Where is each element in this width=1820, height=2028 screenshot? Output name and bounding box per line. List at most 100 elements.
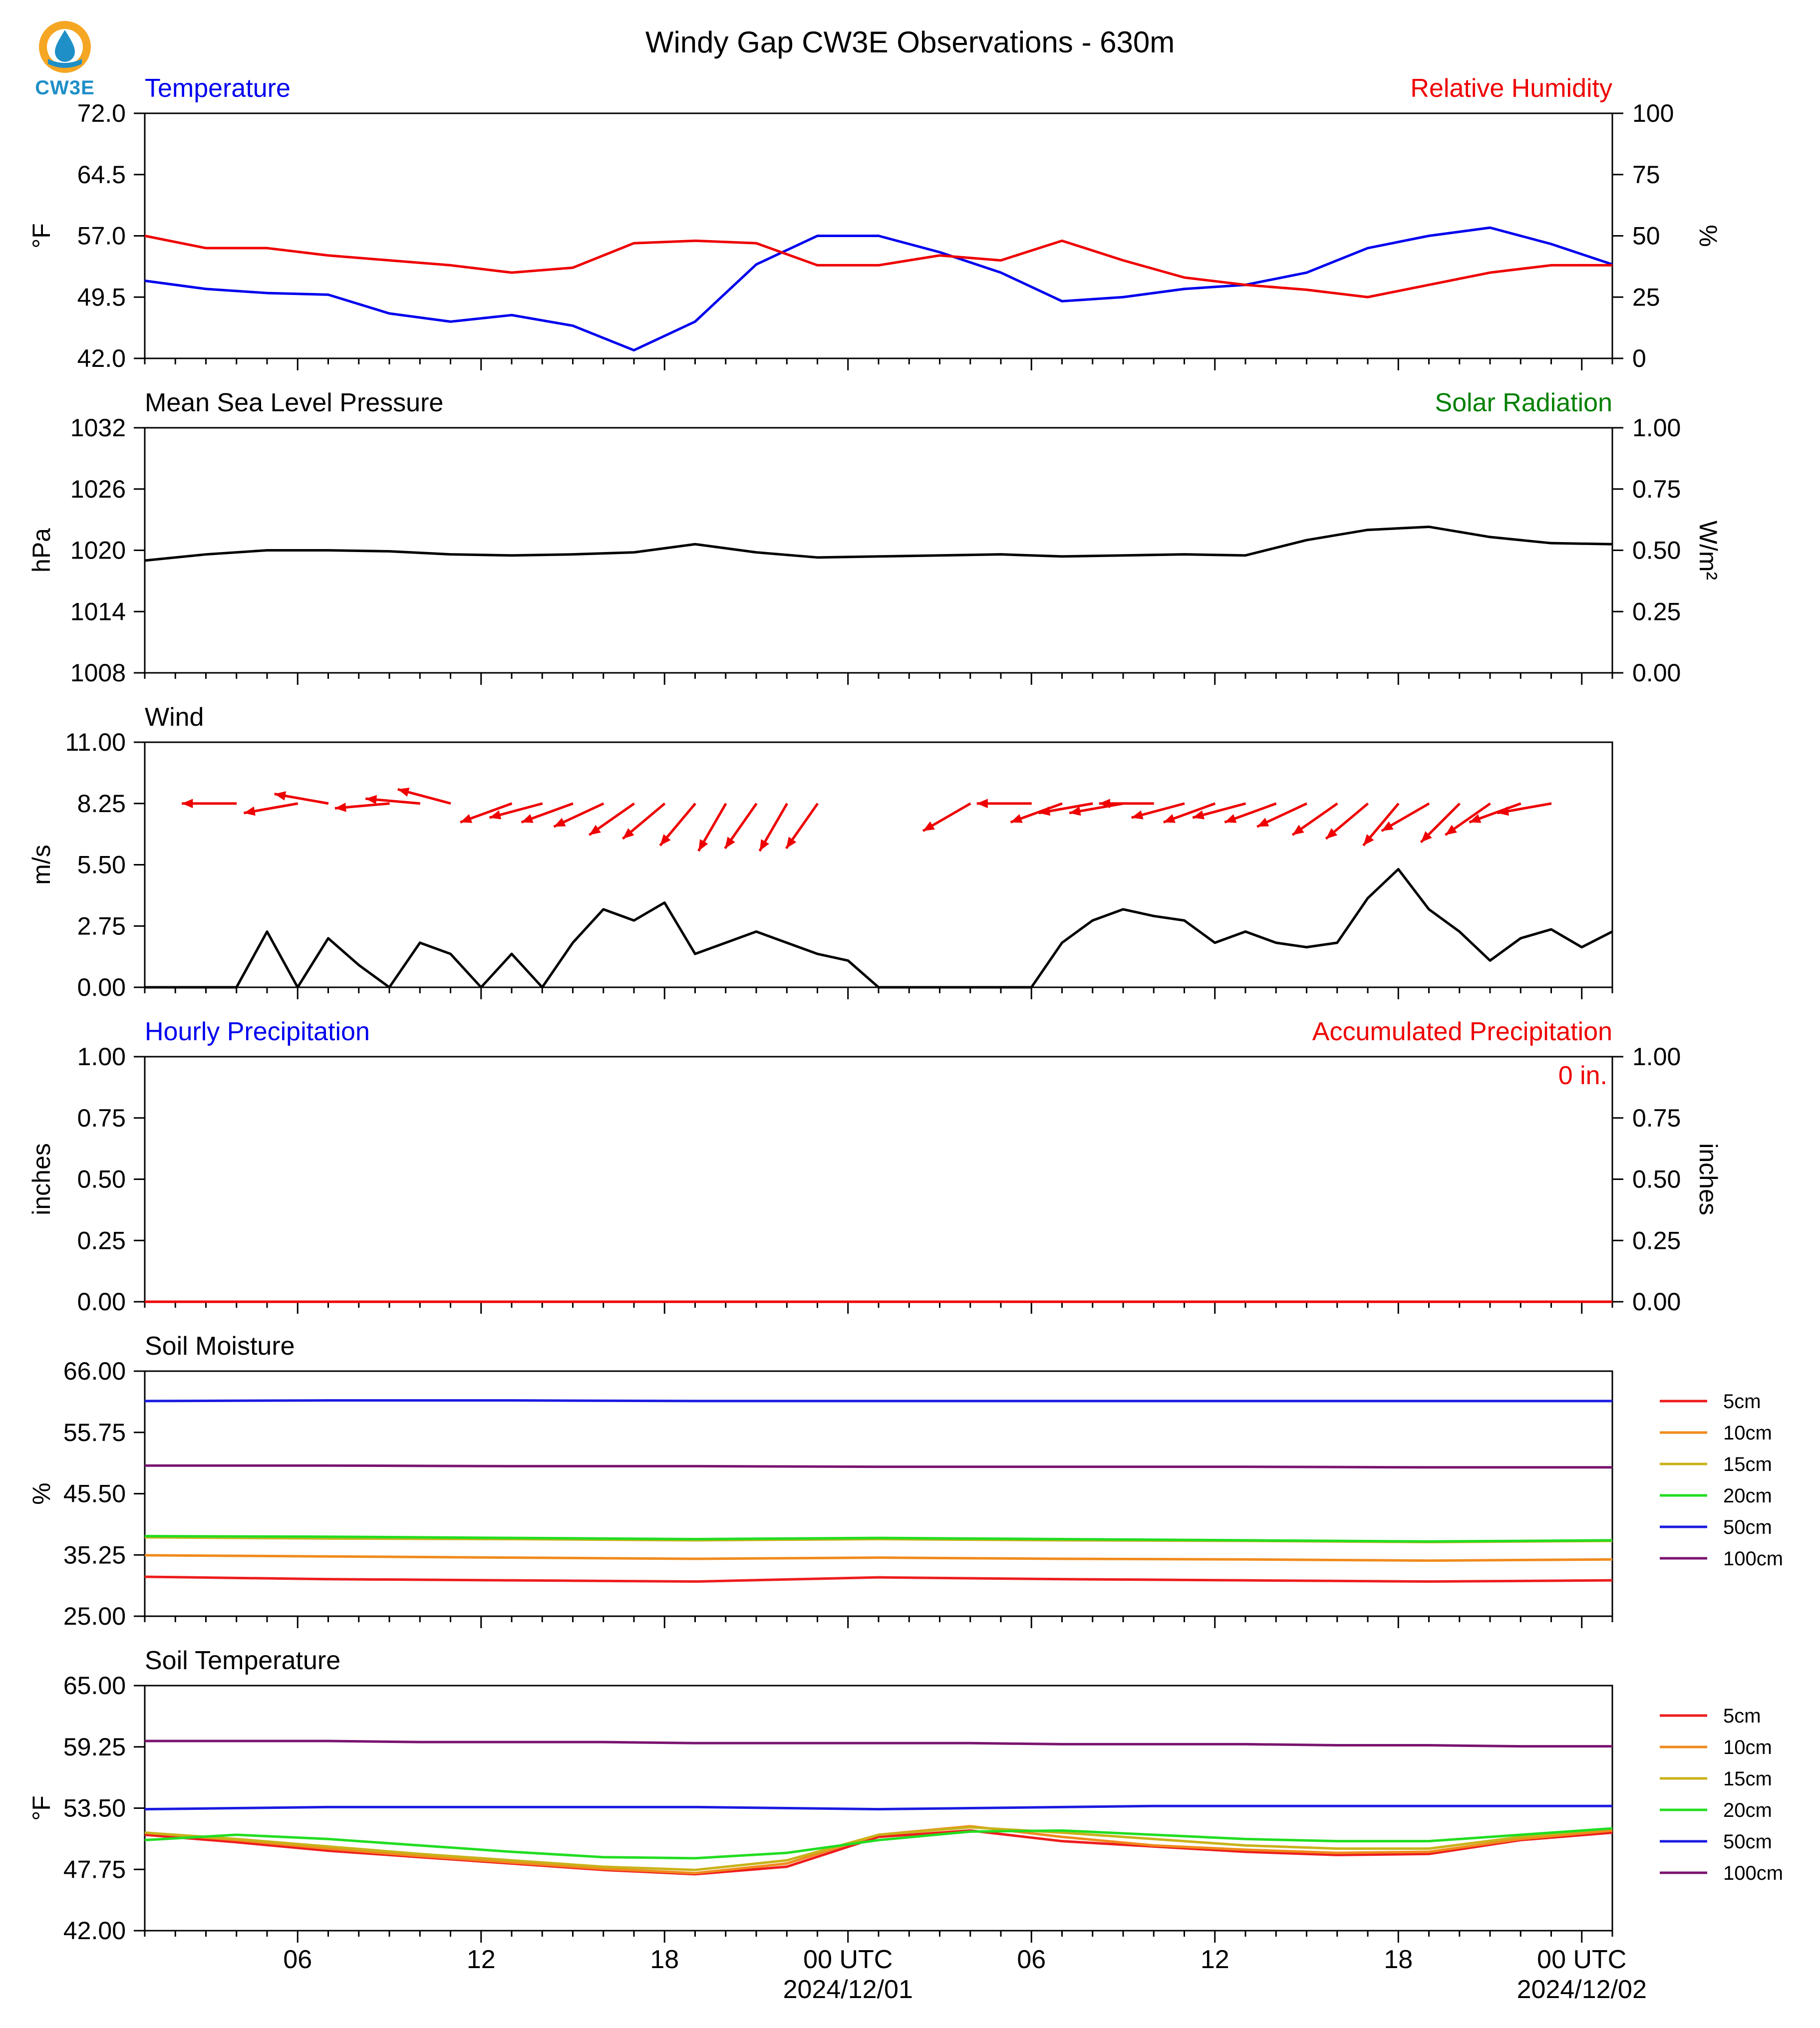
y2-tick-label: 1.00 (1632, 1043, 1681, 1071)
y2-tick-label: 0 (1632, 344, 1646, 372)
legend-label: 50cm (1723, 1516, 1772, 1538)
plot-frame (144, 741, 1613, 988)
wind-arrow-head (489, 810, 502, 820)
panel-precip (134, 1056, 1623, 1314)
accum-precip-label: 0 in. (1558, 1061, 1607, 1090)
panel-soil-temp (134, 1685, 1707, 1943)
series-line-wind-speed (145, 868, 1613, 989)
series-line-5cm (144, 1829, 1613, 1876)
series-line-10cm (144, 1554, 1613, 1562)
y-tick-label: 0.00 (77, 973, 126, 1001)
y-axis-unit: °F (27, 223, 55, 249)
legend-label: 5cm (1723, 1705, 1761, 1727)
wind-arrow-head (622, 828, 634, 839)
water-drop-icon (39, 21, 91, 73)
y-tick-label: 1008 (70, 659, 126, 687)
wind-arrow-head (1224, 814, 1237, 823)
y-axis-unit: m/s (27, 845, 55, 885)
wind-arrow-head (1326, 828, 1338, 839)
y-tick-label: 25.00 (63, 1602, 126, 1630)
wind-arrow-head (1069, 806, 1081, 816)
wind-arrow-head (759, 839, 769, 852)
y2-tick-label: 75 (1632, 161, 1660, 189)
legend-label: 10cm (1723, 1737, 1772, 1758)
panel-title: Soil Temperature (145, 1646, 340, 1675)
wind-arrow-head (725, 837, 735, 849)
wind-arrow-head (1445, 825, 1457, 835)
x-tick-label: 00 UTC (1537, 1945, 1626, 1974)
y-tick-label: 45.50 (63, 1480, 126, 1508)
wind-arrow-head (1257, 818, 1269, 827)
wind-arrow-head (521, 814, 534, 823)
wind-arrow-head (397, 787, 410, 797)
y-tick-label: 1014 (70, 597, 126, 625)
y2-axis-unit: inches (1694, 1143, 1722, 1215)
wind-arrow-head (1010, 814, 1023, 823)
series-line-50cm (144, 1804, 1612, 1811)
wind-arrow-head (1421, 831, 1432, 843)
cw3e-logo: CW3E (30, 18, 100, 103)
y-tick-label: 66.00 (63, 1357, 126, 1385)
y-tick-label: 1026 (70, 475, 126, 503)
wind-arrow-head (274, 791, 287, 801)
series-line-relative-humidity (144, 235, 1612, 298)
x-tick-label: 06 (1017, 1945, 1046, 1974)
panel-title: Mean Sea Level Pressure (145, 388, 443, 417)
x-date-label: 2024/12/01 (783, 1975, 913, 2004)
y-tick-label: 72.0 (77, 99, 126, 127)
panel-right-title: Solar Radiation (1435, 388, 1612, 417)
x-tick-label: 18 (650, 1945, 679, 1974)
y-axis-unit: hPa (27, 528, 55, 573)
y2-tick-label: 1.00 (1632, 414, 1681, 442)
y-tick-label: 11.00 (65, 728, 126, 756)
plot-frame (144, 1056, 1613, 1303)
y-tick-label: 59.25 (63, 1733, 126, 1761)
wind-arrow-head (182, 799, 193, 809)
panel-right-title: Accumulated Precipitation (1312, 1017, 1612, 1046)
y-tick-label: 2.75 (77, 912, 126, 940)
y-axis-unit: °F (27, 1795, 55, 1821)
y-tick-label: 42.0 (77, 344, 126, 372)
x-tick-label: 18 (1384, 1945, 1413, 1974)
y-tick-label: 55.75 (63, 1419, 126, 1447)
series-line-mean-sea-level-pressure (144, 525, 1613, 562)
x-tick-label: 12 (467, 1945, 496, 1974)
y2-axis-unit: % (1694, 225, 1722, 247)
y2-tick-label: 25 (1632, 283, 1660, 311)
series-line-20cm (144, 1827, 1613, 1860)
wind-arrow-head (460, 814, 473, 823)
y-tick-label: 0.75 (77, 1104, 126, 1132)
wind-arrow-head (1497, 806, 1510, 816)
x-date-label: 2024/12/02 (1517, 1975, 1647, 2004)
panel-temp-rh (134, 112, 1623, 370)
panel-right-title: Relative Humidity (1410, 74, 1612, 103)
wind-arrow-head (1131, 810, 1144, 820)
wind-arrow-head (1292, 825, 1304, 835)
y2-tick-label: 0.00 (1632, 659, 1681, 687)
legend-label: 10cm (1723, 1422, 1772, 1444)
wind-arrow-head (554, 818, 566, 827)
y-tick-label: 1.00 (77, 1043, 126, 1071)
wind-arrow-head (1469, 814, 1482, 823)
y-tick-label: 0.50 (77, 1165, 126, 1193)
wind-arrow-head (1193, 810, 1205, 820)
legend-label: 20cm (1723, 1485, 1772, 1507)
y2-tick-label: 50 (1632, 222, 1660, 250)
wind-arrow-head (922, 821, 935, 831)
y-tick-label: 65.00 (63, 1672, 126, 1700)
y-tick-label: 64.5 (77, 161, 126, 189)
wind-arrow-head (976, 799, 988, 809)
y-tick-label: 57.0 (77, 222, 126, 250)
y-tick-label: 5.50 (77, 851, 126, 879)
wind-arrow-head (244, 806, 256, 816)
series-line-5cm (144, 1575, 1613, 1583)
panel-title: Hourly Precipitation (145, 1017, 370, 1046)
legend-label: 50cm (1723, 1831, 1772, 1853)
y2-tick-label: 0.00 (1632, 1288, 1681, 1316)
y-tick-label: 42.00 (63, 1917, 126, 1945)
panel-wind (134, 741, 1613, 999)
wind-arrow-head (1038, 806, 1051, 816)
y-tick-label: 0.00 (77, 1288, 126, 1316)
series-line-15cm (144, 1826, 1613, 1871)
wind-arrow-head (698, 839, 708, 852)
